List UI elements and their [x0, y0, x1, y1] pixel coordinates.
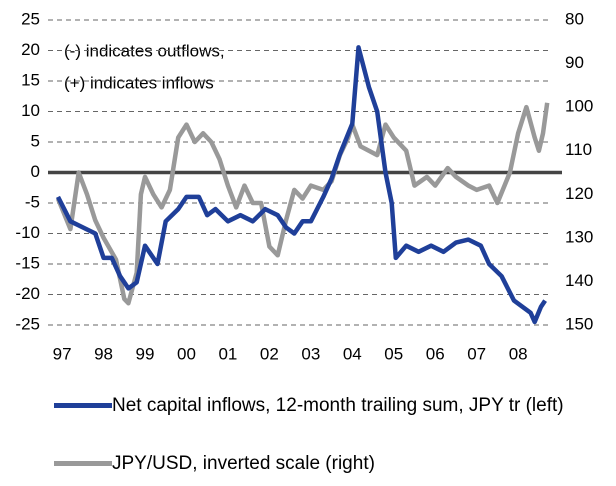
- y2-tick-label: 130: [565, 227, 593, 246]
- y-tick-label: 5: [31, 131, 40, 150]
- x-tick-label: 03: [301, 344, 320, 363]
- y-tick-label: 20: [21, 40, 40, 59]
- x-tick-label: 08: [509, 344, 528, 363]
- y-tick-label: 10: [21, 101, 40, 120]
- y-tick-label: -5: [25, 192, 40, 211]
- x-tick-label: 00: [177, 344, 196, 363]
- y2-tick-label: 120: [565, 184, 593, 203]
- x-tick-label: 06: [426, 344, 445, 363]
- y-tick-label: -20: [15, 284, 40, 303]
- annotation: (-) indicates outflows,: [64, 41, 225, 60]
- x-tick-label: 99: [136, 344, 155, 363]
- legend-label: Net capital inflows, 12-month trailing s…: [112, 395, 564, 416]
- series-line: [55, 102, 550, 306]
- legend-label: JPY/USD, inverted scale (right): [112, 453, 375, 474]
- x-tick-label: 02: [260, 344, 279, 363]
- y2-tick-label: 150: [565, 314, 593, 333]
- y2-tick-label: 140: [565, 271, 593, 290]
- chart: (-) indicates outflows, (+) indicates in…: [15, 9, 593, 363]
- y2-tick-label: 90: [565, 53, 584, 72]
- y-tick-label: -25: [15, 314, 40, 333]
- y-tick-label: -15: [15, 253, 40, 272]
- y-tick-label: 15: [21, 70, 40, 89]
- y-tick-label: 0: [31, 162, 40, 181]
- x-tick-label: 97: [53, 344, 72, 363]
- legend-swatch: [54, 461, 112, 466]
- y-tick-label: 25: [21, 9, 40, 28]
- series-line: [55, 45, 547, 325]
- annotation: (+) indicates inflows: [64, 73, 214, 92]
- x-tick-label: 05: [384, 344, 403, 363]
- y2-tick-label: 110: [565, 140, 592, 159]
- legend-item: Net capital inflows, 12-month trailing s…: [54, 393, 614, 418]
- x-tick-label: 98: [94, 344, 113, 363]
- legend-item: JPY/USD, inverted scale (right): [54, 451, 614, 476]
- y2-tick-label: 80: [565, 9, 584, 28]
- y2-tick-label: 100: [565, 97, 593, 116]
- x-tick-label: 01: [218, 344, 237, 363]
- y-tick-label: -10: [15, 223, 40, 242]
- x-tick-label: 07: [467, 344, 486, 363]
- x-tick-label: 04: [343, 344, 362, 363]
- legend-swatch: [54, 403, 112, 408]
